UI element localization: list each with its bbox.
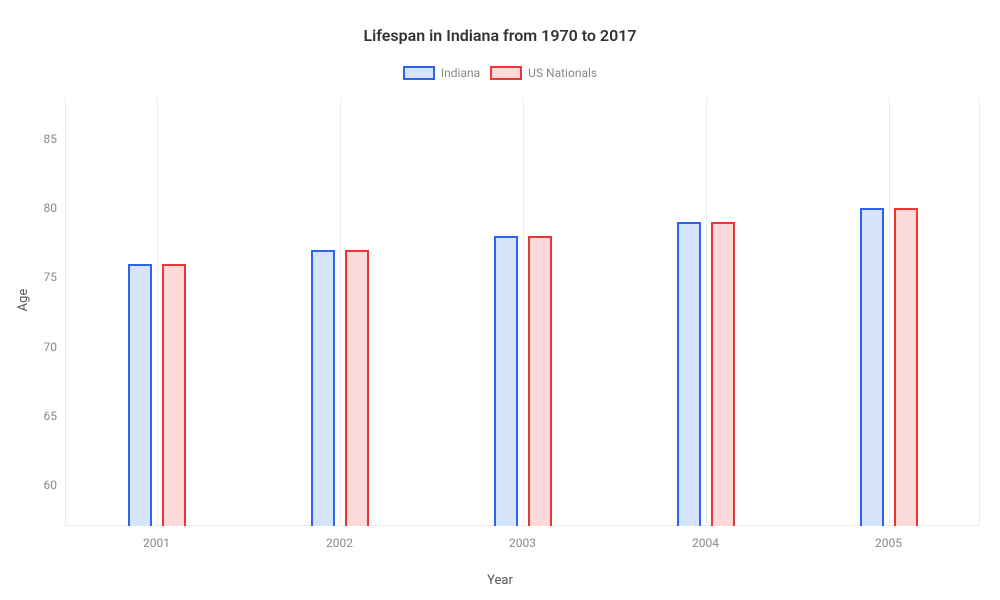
plot-left-border — [65, 98, 66, 526]
x-tick-label: 2005 — [875, 536, 902, 550]
gridline-vertical — [340, 98, 341, 526]
gridline-vertical — [706, 98, 707, 526]
y-tick-label: 65 — [44, 409, 58, 423]
legend-swatch — [490, 66, 522, 80]
gridline-vertical — [889, 98, 890, 526]
bar[interactable] — [860, 208, 884, 526]
legend: Indiana US Nationals — [0, 66, 1000, 80]
bar[interactable] — [677, 222, 701, 526]
x-tick-label: 2003 — [509, 536, 536, 550]
gridline-vertical — [523, 98, 524, 526]
y-tick-label: 80 — [44, 201, 58, 215]
bar[interactable] — [494, 236, 518, 526]
bar[interactable] — [345, 250, 369, 526]
x-tick-label: 2002 — [326, 536, 353, 550]
bar[interactable] — [162, 264, 186, 526]
legend-label: Indiana — [441, 66, 480, 80]
y-axis-title: Age — [16, 289, 31, 312]
x-tick-label: 2001 — [143, 536, 170, 550]
gridline-vertical — [979, 98, 980, 526]
legend-label: US Nationals — [528, 66, 597, 80]
x-tick-label: 2004 — [692, 536, 719, 550]
y-tick-label: 75 — [44, 270, 58, 284]
bar[interactable] — [311, 250, 335, 526]
y-tick-label: 70 — [44, 340, 58, 354]
legend-item[interactable]: US Nationals — [490, 66, 597, 80]
bar[interactable] — [128, 264, 152, 526]
y-tick-label: 85 — [44, 132, 58, 146]
legend-item[interactable]: Indiana — [403, 66, 480, 80]
bar[interactable] — [894, 208, 918, 526]
y-tick-label: 60 — [44, 478, 58, 492]
gridline-vertical — [157, 98, 158, 526]
legend-swatch — [403, 66, 435, 80]
bar[interactable] — [711, 222, 735, 526]
bar[interactable] — [528, 236, 552, 526]
chart-title: Lifespan in Indiana from 1970 to 2017 — [0, 26, 1000, 45]
chart-container: Lifespan in Indiana from 1970 to 2017 In… — [0, 0, 1000, 600]
x-axis-title: Year — [0, 573, 1000, 588]
plot-area: 60657075808520012002200320042005 — [65, 98, 980, 526]
